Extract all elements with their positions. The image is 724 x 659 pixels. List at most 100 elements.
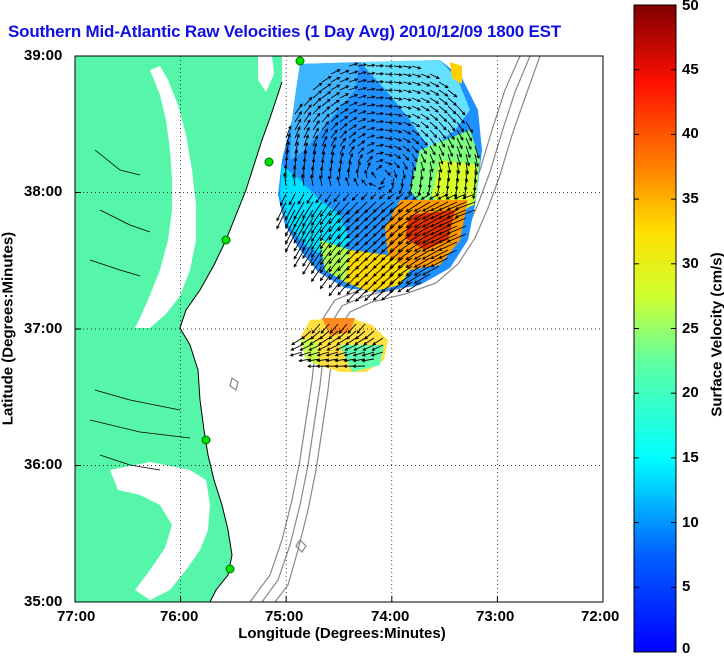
velocity-arrow (325, 358, 339, 363)
velocity-arrow (294, 110, 302, 123)
velocity-arrow (430, 209, 449, 220)
velocity-arrow (430, 249, 449, 260)
velocity-arrow (308, 344, 321, 351)
velocity-arrow (370, 351, 384, 357)
velocity-arrow (417, 185, 422, 197)
velocity-arrow (300, 337, 312, 346)
velocity-arrow (337, 225, 350, 240)
velocity-arrow (384, 104, 394, 109)
velocity-arrow (294, 125, 301, 139)
velocity-arrow (355, 330, 366, 340)
velocity-arrow (402, 81, 413, 86)
velocity-arrow (429, 89, 440, 96)
velocity-arrow (357, 160, 362, 171)
velocity-arrow (330, 136, 337, 147)
velocity-arrow (321, 128, 329, 139)
velocity-arrow (393, 137, 403, 142)
velocity-arrow (321, 91, 332, 99)
velocity-arrow (357, 133, 367, 139)
velocity-arrow (453, 193, 467, 200)
velocity-arrow (311, 233, 323, 251)
y-tick-label: 39:00 (24, 47, 63, 64)
velocity-arrow (319, 217, 332, 234)
velocity-arrow (348, 160, 352, 171)
velocity-arrow (397, 225, 413, 237)
velocity-arrow (345, 176, 350, 187)
velocity-arrow (456, 121, 465, 133)
velocity-arrow (391, 177, 395, 187)
velocity-arrow (366, 142, 376, 147)
velocity-arrow (384, 120, 394, 125)
velocity-arrow (321, 75, 332, 83)
velocity-arrow (438, 105, 448, 114)
velocity-arrow (380, 289, 395, 301)
velocity-arrow (320, 323, 330, 334)
velocity-arrow (357, 125, 367, 131)
velocity-arrow (411, 137, 420, 145)
velocity-arrow (420, 113, 430, 120)
velocity-arrow (321, 113, 330, 123)
velocity-arrow (397, 233, 413, 245)
velocity-arrow (328, 265, 341, 281)
velocity-arrow (402, 137, 411, 143)
radar-station (295, 56, 305, 66)
velocity-arrow (402, 105, 412, 110)
velocity-arrow (364, 169, 368, 179)
colorbar-tick-label: 0 (682, 640, 691, 657)
velocity-arrow (317, 344, 330, 351)
velocity-arrow (330, 159, 334, 171)
velocity-arrow (420, 121, 430, 129)
velocity-arrow (413, 225, 431, 236)
velocity-arrow (462, 193, 476, 200)
x-tick-label: 73:00 (476, 608, 515, 625)
velocity-arrow (330, 143, 336, 155)
velocity-arrow (302, 249, 314, 267)
velocity-arrow (393, 73, 403, 77)
velocity-arrow (353, 344, 366, 351)
velocity-arrow (312, 142, 318, 155)
velocity-arrow (397, 257, 413, 269)
velocity-arrow (429, 81, 440, 88)
velocity-arrow (339, 137, 347, 147)
velocity-arrow (321, 135, 328, 147)
velocity-arrow (438, 129, 446, 140)
velocity-arrow (294, 118, 302, 131)
velocity-arrow (413, 217, 431, 228)
velocity-arrow (343, 351, 357, 357)
velocity-arrow (397, 217, 413, 229)
velocity-arrow (438, 97, 449, 105)
velocity-arrow (299, 344, 312, 351)
velocity-arrow (348, 138, 356, 147)
velocity-arrow (420, 89, 431, 95)
velocity-arrow (348, 86, 359, 91)
velocity-arrow (321, 83, 332, 91)
velocity-arrow (276, 209, 287, 230)
velocity-arrow (402, 65, 413, 69)
velocity-arrow (302, 217, 314, 235)
velocity-arrow (413, 209, 431, 220)
velocity-arrow (353, 177, 359, 187)
velocity-arrow (319, 249, 332, 266)
velocity-arrow (430, 201, 449, 212)
velocity-arrow (447, 153, 453, 166)
radar-stations (201, 56, 305, 574)
velocity-arrow (384, 64, 394, 69)
colorbar-ticks (634, 4, 676, 653)
velocity-arrow (397, 201, 413, 213)
colorbar-tick-label: 30 (682, 254, 699, 272)
velocity-arrow (298, 351, 312, 357)
velocity-arrow (285, 217, 296, 237)
velocity-arrow (337, 281, 350, 296)
velocity-arrow (306, 193, 314, 205)
colorbar-tick-label: 40 (682, 125, 699, 143)
velocity-arrow (447, 137, 454, 149)
velocity-arrow (430, 225, 449, 236)
velocity-arrow (456, 145, 462, 158)
velocity-arrow (411, 105, 422, 111)
velocity-arrow (368, 182, 377, 187)
colorbar-tick-label: 10 (682, 513, 699, 531)
velocity-arrow (375, 135, 385, 140)
velocity-arrow (375, 64, 385, 68)
velocity-arrow (430, 257, 449, 268)
velocity-arrow (402, 145, 411, 152)
